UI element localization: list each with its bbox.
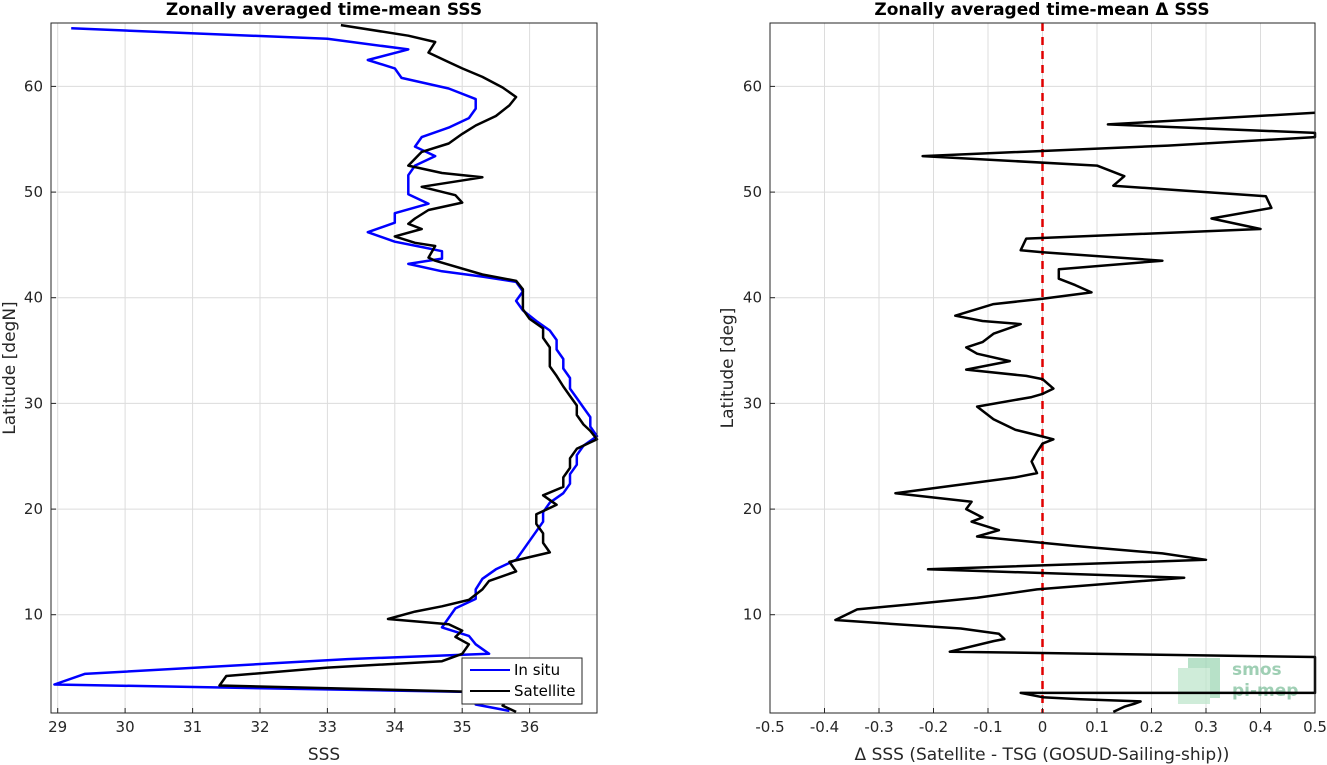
delta-y-tick-label: 50 xyxy=(743,183,762,201)
sss-y-tick-label: 60 xyxy=(24,77,43,95)
legend-label-satellite: Satellite xyxy=(514,682,575,700)
sss-x-tick-label: 33 xyxy=(318,718,337,736)
sss-y-axis-label: Latitude [degN] xyxy=(0,301,20,434)
sss-x-tick-label: 34 xyxy=(385,718,404,736)
delta-x-tick-label: -0.3 xyxy=(864,718,893,736)
sss-x-tick-label: 32 xyxy=(250,718,269,736)
sss-y-tick-label: 20 xyxy=(24,500,43,518)
sss-x-axis-label: SSS xyxy=(308,745,340,765)
legend: In situ Satellite xyxy=(461,657,583,705)
sss-x-tick-label: 31 xyxy=(183,718,202,736)
delta-y-tick-label: 40 xyxy=(743,289,762,307)
delta-x-tick-label: -0.2 xyxy=(919,718,948,736)
logo-text-pi-mep: pi-mep xyxy=(1232,681,1298,701)
delta-x-tick-label: -0.4 xyxy=(810,718,839,736)
delta-x-tick-label: 0.5 xyxy=(1303,718,1327,736)
sss-y-tick-label: 40 xyxy=(24,289,43,307)
delta-sss-chart-title: Zonally averaged time-mean Δ SSS xyxy=(874,0,1209,20)
logo-mark-front xyxy=(1178,668,1210,704)
sss-y-tick-label: 10 xyxy=(24,606,43,624)
legend-label-in-situ: In situ xyxy=(514,661,560,679)
delta-x-tick-label: 0 xyxy=(1038,718,1048,736)
delta-y-tick-label: 20 xyxy=(743,500,762,518)
sss-in-situ-line xyxy=(53,27,599,713)
delta-x-tick-label: 0.4 xyxy=(1249,718,1273,736)
smos-pi-mep-logo: smos pi-mep xyxy=(1178,658,1298,704)
delta-x-axis-label: Δ SSS (Satellite - TSG (GOSUD-Sailing-sh… xyxy=(855,745,1230,765)
sss-y-tick-label: 50 xyxy=(24,183,43,201)
delta-x-tick-label: -0.5 xyxy=(755,718,784,736)
sss-x-tick-label: 30 xyxy=(116,718,135,736)
sss-x-tick-label: 35 xyxy=(453,718,472,736)
delta-sss-panel: Zonally averaged time-mean Δ SSS smos pi… xyxy=(718,0,1327,765)
sss-chart-title: Zonally averaged time-mean SSS xyxy=(166,0,482,20)
delta-y-tick-label: 60 xyxy=(743,77,762,95)
legend-box xyxy=(461,657,583,705)
sss-plot-frame xyxy=(50,22,598,714)
sss-x-tick-label: 36 xyxy=(520,718,539,736)
delta-x-tick-label: 0.2 xyxy=(1140,718,1164,736)
sss-y-tick-label: 30 xyxy=(24,394,43,412)
sss-x-tick-label: 29 xyxy=(48,718,67,736)
delta-series-0-line xyxy=(834,111,1317,714)
delta-y-tick-label: 10 xyxy=(743,606,762,624)
logo-text-smos: smos xyxy=(1232,660,1282,680)
delta-x-tick-label: -0.1 xyxy=(973,718,1002,736)
delta-x-tick-label: 0.3 xyxy=(1194,718,1218,736)
delta-x-tick-label: 0.1 xyxy=(1085,718,1109,736)
sss-panel: Zonally averaged time-mean SSS 29 30 31 32 3… xyxy=(0,0,599,765)
sss-satellite-line xyxy=(218,23,599,714)
delta-y-tick-label: 30 xyxy=(743,394,762,412)
delta-y-axis-label: Latitude [deg] xyxy=(718,308,738,429)
